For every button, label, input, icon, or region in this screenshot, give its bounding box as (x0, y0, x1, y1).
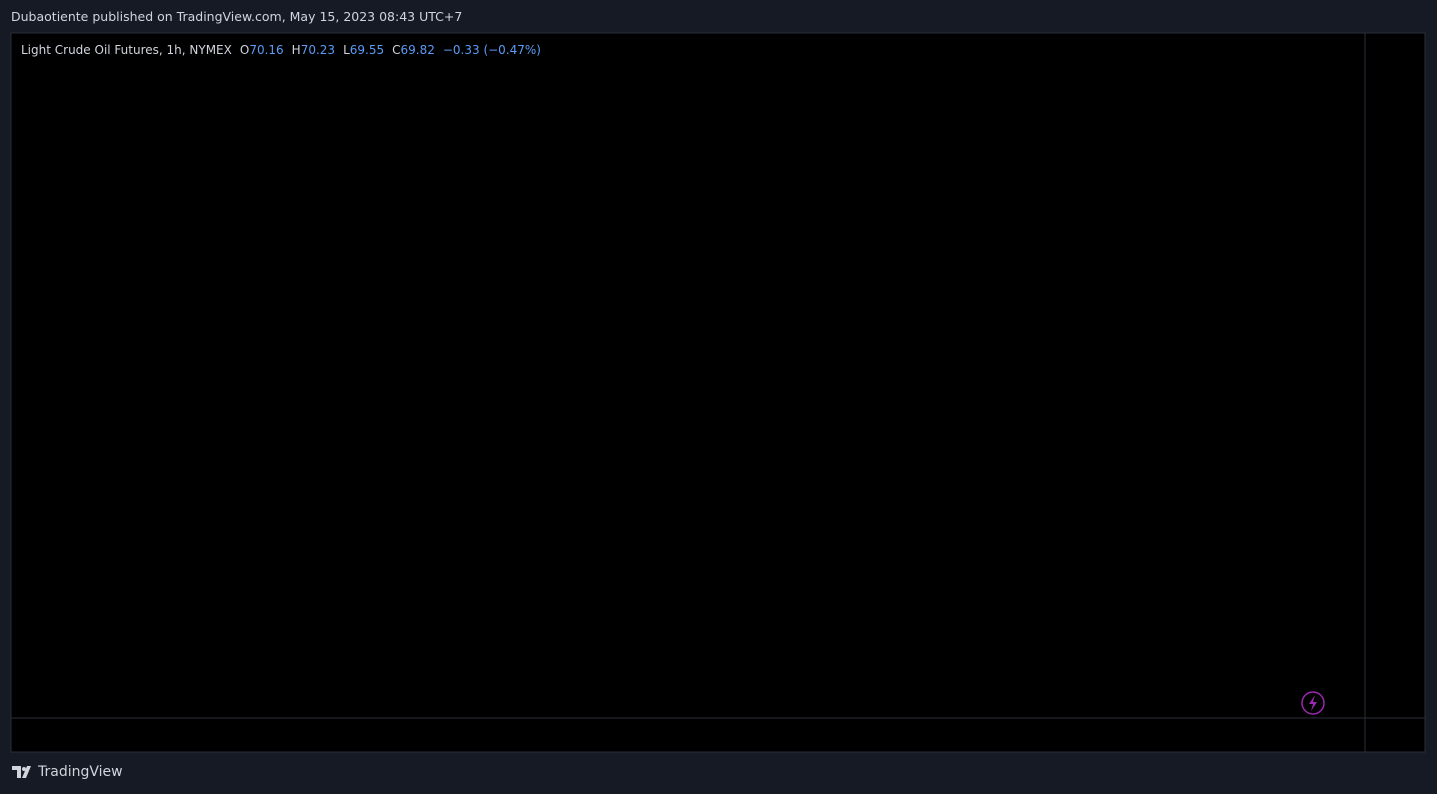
legend: Light Crude Oil Futures, 1h, NYMEX O70.16… (21, 43, 549, 57)
ohlc-label: O (239, 43, 250, 57)
alert-icon[interactable] (1301, 691, 1325, 715)
publisher: Dubaotiente published on TradingView.com… (11, 9, 463, 24)
brand-name: TradingView (38, 764, 123, 780)
ohlc-label: C (392, 43, 401, 57)
chart-frame (10, 32, 1426, 753)
ohlc-value: 70.16 (249, 43, 284, 57)
change: −0.33 (−0.47%) (442, 43, 541, 57)
brand: TradingView (12, 764, 123, 780)
ohlc-label: H (291, 43, 301, 57)
ohlc-value: 70.23 (300, 43, 336, 57)
brand-logo (12, 766, 31, 778)
ohlc-value: 69.82 (400, 43, 435, 57)
alert-bolt (1309, 695, 1317, 711)
ohlc-value: 69.55 (349, 43, 385, 57)
symbol: Light Crude Oil Futures, 1h, NYMEX (21, 43, 232, 57)
ohlc-label: L (343, 43, 350, 57)
